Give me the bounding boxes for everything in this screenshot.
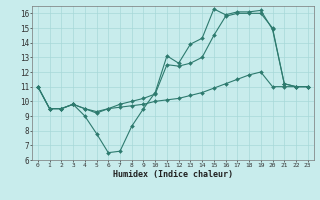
X-axis label: Humidex (Indice chaleur): Humidex (Indice chaleur) — [113, 170, 233, 179]
